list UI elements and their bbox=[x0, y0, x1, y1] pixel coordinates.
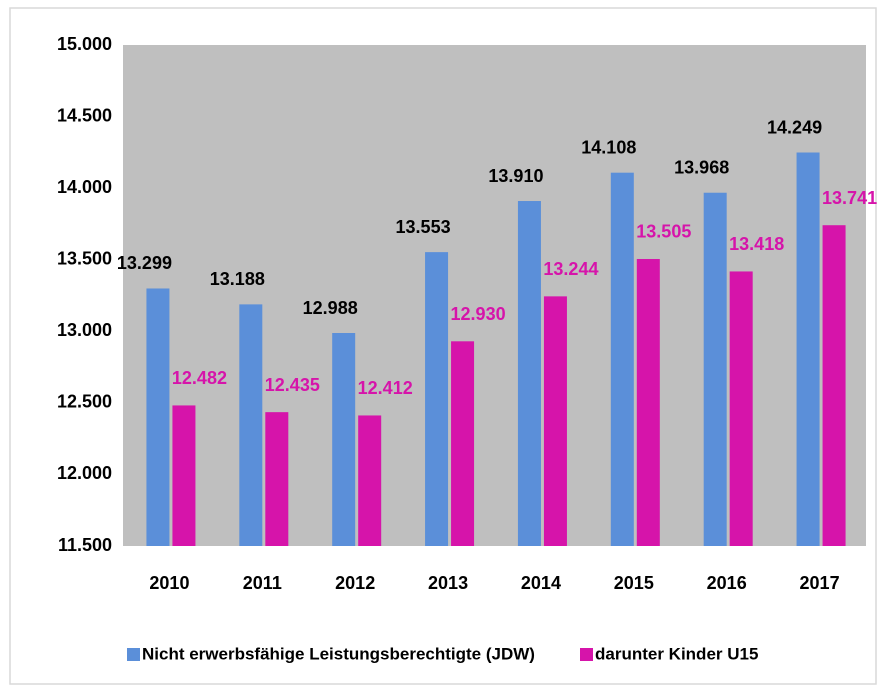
data-label: 12.435 bbox=[265, 375, 320, 395]
y-tick-label: 14.500 bbox=[57, 105, 112, 125]
bar bbox=[239, 304, 263, 546]
y-tick-label: 13.000 bbox=[57, 320, 112, 340]
data-label: 13.188 bbox=[210, 269, 265, 289]
bar bbox=[358, 415, 382, 546]
y-tick-label: 14.000 bbox=[57, 177, 112, 197]
data-label: 13.910 bbox=[488, 166, 543, 186]
bar bbox=[265, 412, 289, 546]
y-tick-label: 11.500 bbox=[58, 535, 112, 555]
data-label: 12.482 bbox=[172, 368, 227, 388]
data-label: 13.553 bbox=[396, 217, 451, 237]
x-tick-label: 2011 bbox=[243, 573, 282, 593]
data-label: 13.968 bbox=[674, 157, 729, 177]
x-tick-label: 2010 bbox=[149, 573, 189, 593]
bar bbox=[729, 271, 753, 546]
x-tick-label: 2016 bbox=[707, 573, 747, 593]
y-tick-label: 12.000 bbox=[57, 463, 112, 483]
data-label: 13.505 bbox=[636, 222, 691, 242]
bar bbox=[146, 288, 170, 546]
plot-area bbox=[123, 45, 866, 546]
data-label: 14.249 bbox=[767, 117, 822, 137]
data-label: 13.741 bbox=[822, 188, 877, 208]
x-tick-label: 2013 bbox=[428, 573, 468, 593]
legend-label: darunter Kinder U15 bbox=[595, 644, 758, 663]
data-label: 13.244 bbox=[543, 259, 598, 279]
bar bbox=[543, 296, 567, 546]
y-tick-label: 13.500 bbox=[57, 248, 112, 268]
x-tick-label: 2015 bbox=[614, 573, 654, 593]
bar bbox=[636, 258, 660, 546]
x-tick-label: 2012 bbox=[335, 573, 375, 593]
bar bbox=[332, 333, 356, 546]
data-label: 12.988 bbox=[303, 298, 358, 318]
bar bbox=[610, 172, 634, 547]
y-tick-label: 15.000 bbox=[57, 34, 112, 54]
legend-swatch bbox=[127, 648, 140, 661]
bar bbox=[822, 225, 846, 546]
y-tick-label: 12.500 bbox=[57, 392, 112, 412]
data-label: 12.412 bbox=[358, 378, 413, 398]
legend-swatch bbox=[580, 648, 593, 661]
x-tick-label: 2017 bbox=[800, 573, 840, 593]
bar bbox=[425, 252, 449, 546]
data-label: 14.108 bbox=[581, 137, 636, 157]
legend-label: Nicht erwerbsfähige Leistungsberechtigte… bbox=[142, 644, 535, 663]
x-tick-label: 2014 bbox=[521, 573, 561, 593]
data-label: 13.418 bbox=[729, 234, 784, 254]
data-label: 12.930 bbox=[451, 304, 506, 324]
bar bbox=[796, 152, 820, 546]
bar bbox=[517, 201, 541, 547]
bar bbox=[703, 192, 727, 546]
bar bbox=[451, 341, 475, 546]
bar bbox=[172, 405, 196, 546]
data-label: 13.299 bbox=[117, 253, 172, 273]
